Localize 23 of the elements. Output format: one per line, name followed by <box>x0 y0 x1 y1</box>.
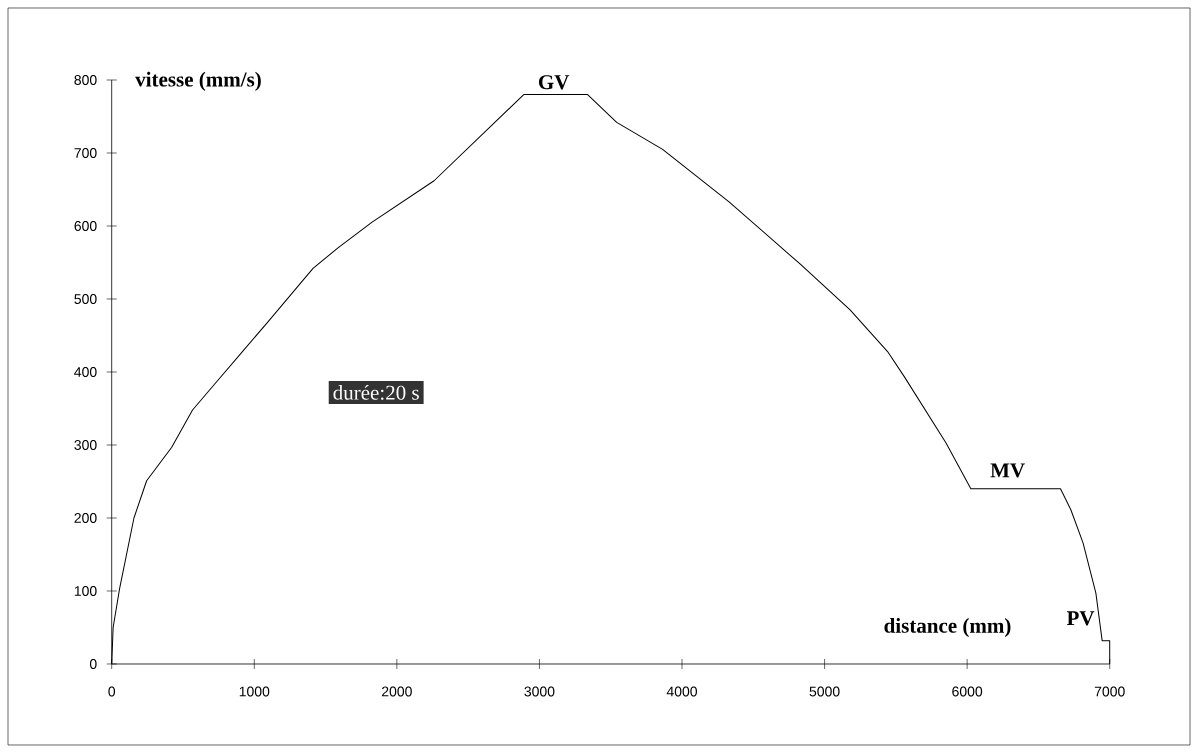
y-tick-label: 100 <box>74 586 97 596</box>
x-tick-label: 6000 <box>952 686 983 697</box>
y-axis-title: vitesse (mm/s) <box>135 71 261 91</box>
x-tick-label: 7000 <box>1094 686 1125 697</box>
x-tick-label: 3000 <box>524 686 555 697</box>
y-tick-label: 600 <box>74 221 97 231</box>
x-tick-label: 2000 <box>381 686 412 697</box>
annotation: MV <box>990 463 1025 478</box>
y-tick-label: 800 <box>74 75 97 85</box>
x-tick-label: 5000 <box>809 686 840 697</box>
x-tick-label: 4000 <box>666 686 698 697</box>
y-tick-label: 500 <box>74 294 97 304</box>
y-tick-label: 400 <box>74 367 97 377</box>
x-axis-title: distance (mm) <box>884 618 1011 638</box>
y-tick-label: 0 <box>89 659 97 669</box>
annotation: GV <box>538 75 570 90</box>
y-tick-label: 200 <box>74 513 97 523</box>
annotation: PV <box>1066 611 1095 626</box>
annotation: durée:20 s <box>333 384 419 400</box>
x-tick-label: 0 <box>108 686 116 697</box>
y-tick-label: 700 <box>74 148 97 158</box>
y-tick-label: 300 <box>74 440 97 450</box>
x-tick-label: 1000 <box>239 686 270 697</box>
